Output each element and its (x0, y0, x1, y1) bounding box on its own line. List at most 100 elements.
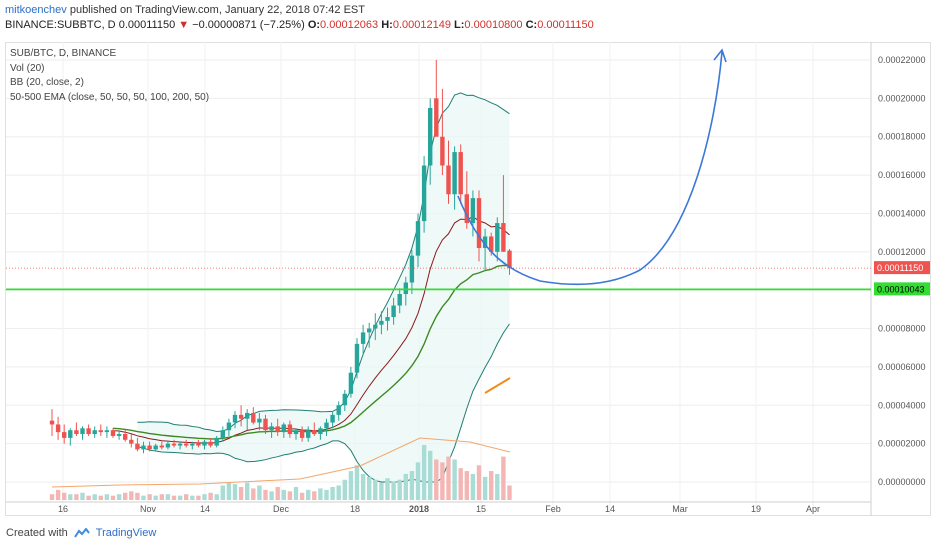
candle-body (98, 430, 103, 433)
legend-bollinger[interactable]: BB (20, close, 2) (10, 77, 84, 88)
ema-orange-line (484, 377, 511, 394)
candle-body (196, 443, 201, 446)
y-tick-label: 0.00012000 (878, 247, 926, 257)
candle-body (489, 236, 494, 252)
change-value: −0.00000871 (−7.25%) (192, 19, 305, 31)
candle-body (171, 443, 177, 446)
volume-bar (171, 495, 177, 500)
volume-bar (214, 494, 219, 500)
ema-fast-line (112, 216, 510, 444)
candle-body (92, 430, 97, 435)
candle-body (257, 418, 262, 423)
candle-body (269, 426, 274, 431)
candle-body (110, 430, 116, 436)
volume-bar (232, 484, 238, 500)
candle-body (391, 305, 396, 318)
created-with-label: Created with (6, 527, 68, 539)
volume-bar (190, 495, 195, 500)
x-tick-label: 18 (350, 504, 360, 514)
y-tick-label: 0.00016000 (878, 170, 926, 180)
volume-bar (196, 495, 201, 500)
volume-bar (409, 471, 415, 500)
x-tick-label: 16 (58, 504, 68, 514)
volume-bar (489, 471, 494, 500)
volume-bar (49, 494, 55, 500)
legend-ema[interactable]: 50-500 EMA (close, 50, 50, 50, 100, 200,… (10, 91, 210, 103)
volume-bar (275, 486, 280, 500)
candle-body (208, 441, 213, 446)
volume-bar (110, 495, 116, 500)
volume-bar (269, 491, 274, 500)
y-tick-label: 0.00018000 (878, 132, 926, 142)
volume-bar (245, 482, 250, 500)
change-arrow-icon: ▼ (178, 19, 190, 31)
candle-body (86, 428, 91, 435)
bollinger-upper (137, 92, 510, 433)
candle-body (501, 223, 506, 252)
volume-bar (153, 495, 158, 500)
x-tick-label: Feb (545, 504, 561, 514)
volume-bar (367, 476, 372, 500)
candle-body (104, 430, 110, 433)
candle-body (232, 414, 238, 423)
candle-body (354, 343, 360, 373)
candle-body (379, 320, 384, 325)
forecast-arrow (457, 51, 723, 286)
volume-bar (92, 494, 97, 500)
volume-bar (123, 492, 128, 500)
low-label: L: (454, 19, 465, 31)
candle-body (74, 430, 79, 435)
footer: Created with TradingView (6, 527, 156, 539)
low-value: 0.00010800 (464, 19, 523, 31)
current-price-badge-text: 0.00011150 (877, 263, 923, 273)
volume-bar (287, 491, 293, 500)
candle-body (299, 430, 305, 438)
volume-bar (62, 492, 67, 500)
tradingview-link[interactable]: TradingView (95, 527, 157, 539)
volume-bar (226, 482, 232, 500)
x-tick-label: Nov (140, 504, 157, 514)
volume-bar (281, 489, 286, 500)
volume-bar (348, 471, 354, 500)
author-link[interactable]: mitkoenchev (5, 4, 67, 16)
volume-bar (470, 473, 476, 500)
candle-body (159, 445, 164, 448)
chart-frame[interactable] (5, 42, 931, 516)
volume-bar (135, 492, 140, 500)
candle-body (452, 152, 457, 195)
candle-body (55, 424, 61, 433)
candle-body (177, 443, 183, 446)
candle-body (226, 422, 232, 431)
candle-body (507, 250, 512, 269)
y-tick-label: 0.00022000 (878, 55, 926, 65)
volume-bar (476, 465, 482, 500)
volume-bar (464, 471, 469, 500)
candle-body (245, 412, 250, 419)
candle-body (348, 372, 354, 394)
legend-volume[interactable]: Vol (20) (10, 62, 45, 74)
y-tick-label: 0.00008000 (878, 324, 926, 334)
x-tick-label: Mar (672, 504, 688, 514)
x-tick-label: 2018 (409, 504, 429, 514)
high-value: 0.00012149 (392, 19, 451, 31)
candle-body (342, 393, 347, 406)
y-tick-label: 0.00002000 (878, 439, 926, 449)
candle-body (397, 294, 402, 306)
candle-body (129, 439, 134, 444)
candle-body (135, 443, 140, 450)
candle-body (476, 198, 482, 248)
forecast-arrowhead-icon (713, 48, 727, 63)
candle-body (214, 437, 219, 446)
candle-body (421, 165, 427, 222)
candle-body (153, 445, 158, 450)
legend-symbol[interactable]: SUB/BTC, D, BINANCE (10, 48, 117, 59)
volume-bar (458, 468, 463, 500)
close-value: 0.00011150 (537, 19, 594, 31)
volume-bar (446, 456, 451, 500)
volume-bar (129, 491, 134, 500)
volume-ma-line (51, 437, 511, 488)
volume-bar (354, 465, 360, 500)
candle-body (330, 414, 335, 423)
candle-body (80, 428, 85, 435)
